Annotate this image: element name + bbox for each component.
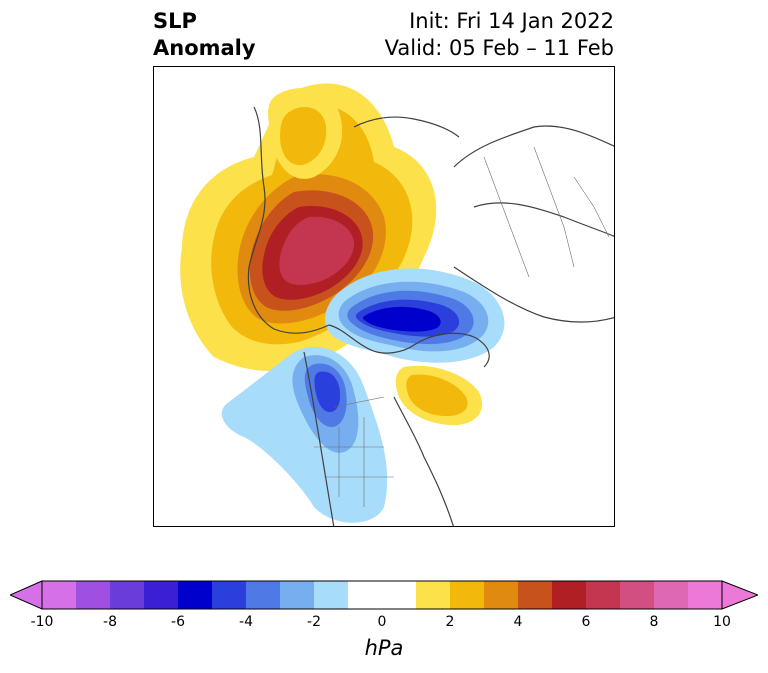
colorbar-unit-label: hPa: [364, 636, 404, 660]
title-left: SLP Anomaly: [153, 8, 256, 62]
colorbar-swatch: [110, 581, 145, 609]
colorbar-swatch: [314, 581, 349, 609]
colorbar: [8, 580, 760, 610]
colorbar-tick-label: -8: [103, 614, 117, 630]
colorbar-tick-label: 10: [713, 614, 731, 630]
colorbar-svg: [8, 580, 760, 610]
coastlines: [247, 106, 614, 526]
colorbar-swatch: [348, 581, 383, 609]
colorbar-border: [41, 580, 723, 610]
anomaly-map: [180, 83, 614, 526]
country-borders: [314, 146, 610, 507]
title-variable: SLP: [153, 9, 197, 33]
colorbar-tick-label: -10: [30, 614, 54, 630]
colorbar-tick-label: 6: [581, 614, 591, 630]
map-panel: [153, 66, 615, 527]
colorbar-tick-label: 4: [513, 614, 523, 630]
colorbar-tick-label: -4: [239, 614, 253, 630]
colorbar-swatch: [144, 581, 179, 609]
init-date-label: Init: Fri 14 Jan 2022: [409, 9, 614, 33]
colorbar-swatch: [178, 581, 213, 609]
colorbar-swatch: [76, 581, 111, 609]
colorbar-swatch: [450, 581, 485, 609]
colorbar-tick-label: 0: [377, 614, 387, 630]
valid-range-label: Valid: 05 Feb – 11 Feb: [384, 36, 614, 60]
colorbar-swatch: [484, 581, 519, 609]
colorbar-tick-label: -2: [307, 614, 321, 630]
colorbar-extend-low: [8, 580, 43, 610]
colorbar-swatch: [382, 581, 417, 609]
colorbar-swatch: [42, 581, 77, 609]
colorbar-swatch: [416, 581, 451, 609]
negative-anomaly-north-america: [221, 346, 388, 523]
colorbar-ticks: -10 -8 -6 -4 -2 0 2 4 6 8 10: [0, 614, 768, 634]
positive-anomaly-north-atlantic: [395, 365, 483, 426]
colorbar-swatch: [586, 581, 621, 609]
colorbar-swatch: [654, 581, 689, 609]
colorbar-swatch: [620, 581, 655, 609]
colorbar-swatch: [246, 581, 281, 609]
title-right: Init: Fri 14 Jan 2022 Valid: 05 Feb – 11…: [385, 8, 614, 62]
title-type: Anomaly: [153, 36, 256, 60]
positive-anomaly-north: [268, 88, 343, 179]
colorbar-extend-high: [721, 580, 760, 610]
colorbar-swatch: [518, 581, 553, 609]
colorbar-tick-label: -6: [171, 614, 185, 630]
colorbar-swatch: [212, 581, 247, 609]
colorbar-swatch: [688, 581, 723, 609]
colorbar-tick-label: 2: [445, 614, 455, 630]
colorbar-swatch: [552, 581, 587, 609]
colorbar-swatch: [280, 581, 315, 609]
colorbar-tick-label: 8: [649, 614, 659, 630]
negative-anomaly-arctic: [325, 268, 505, 363]
